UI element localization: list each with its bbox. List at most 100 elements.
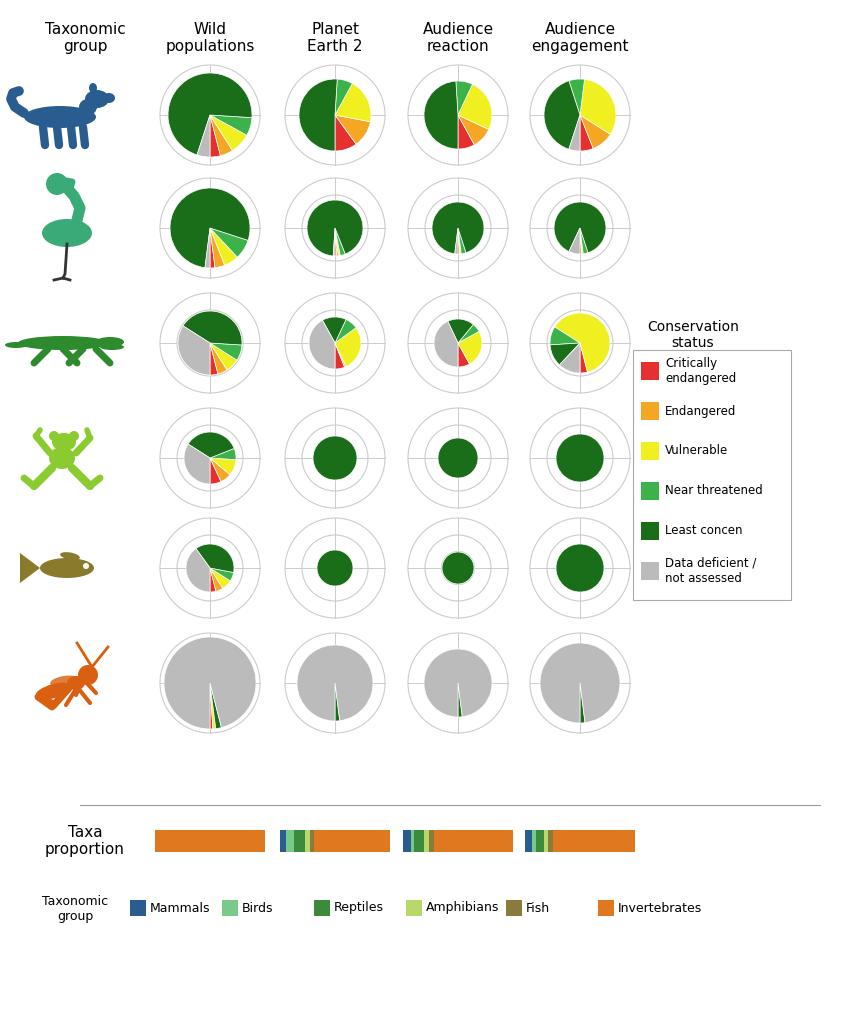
Wedge shape — [540, 643, 620, 723]
Ellipse shape — [52, 433, 76, 451]
Wedge shape — [210, 458, 230, 481]
Wedge shape — [196, 544, 234, 572]
Bar — [641, 442, 659, 460]
Wedge shape — [210, 458, 236, 474]
Wedge shape — [556, 544, 604, 592]
Wedge shape — [168, 73, 252, 155]
Wedge shape — [309, 321, 335, 369]
Text: Amphibians: Amphibians — [426, 901, 500, 914]
Bar — [155, 830, 265, 852]
Wedge shape — [456, 81, 472, 115]
Wedge shape — [580, 79, 616, 134]
Wedge shape — [335, 79, 352, 115]
Wedge shape — [210, 115, 220, 157]
Text: Conservation
status: Conservation status — [647, 319, 739, 350]
Bar — [280, 830, 286, 852]
Text: Taxa
proportion: Taxa proportion — [45, 825, 125, 857]
Wedge shape — [164, 637, 256, 729]
Wedge shape — [569, 115, 580, 151]
Bar — [286, 830, 294, 852]
Bar — [406, 900, 422, 916]
Text: Fish: Fish — [526, 901, 550, 914]
Bar — [525, 830, 532, 852]
Wedge shape — [186, 549, 210, 592]
Wedge shape — [455, 228, 458, 254]
Bar — [641, 522, 659, 540]
Wedge shape — [580, 115, 610, 148]
Wedge shape — [210, 115, 247, 151]
Ellipse shape — [67, 676, 85, 690]
Circle shape — [83, 563, 89, 569]
Bar — [552, 830, 635, 852]
Wedge shape — [432, 202, 484, 254]
Wedge shape — [210, 228, 215, 268]
Wedge shape — [178, 326, 210, 375]
Bar — [536, 830, 544, 852]
Bar — [414, 830, 424, 852]
Wedge shape — [442, 552, 474, 584]
Wedge shape — [335, 83, 371, 122]
Bar — [641, 562, 659, 580]
Wedge shape — [424, 81, 458, 150]
Wedge shape — [210, 449, 236, 460]
Wedge shape — [317, 550, 353, 586]
Wedge shape — [210, 683, 213, 729]
Wedge shape — [580, 228, 588, 254]
Text: Birds: Birds — [242, 901, 274, 914]
Wedge shape — [210, 683, 216, 729]
Wedge shape — [580, 228, 582, 254]
Bar — [306, 830, 310, 852]
Wedge shape — [205, 228, 210, 268]
Ellipse shape — [89, 83, 97, 93]
Text: Taxonomic
group: Taxonomic group — [45, 22, 125, 54]
Text: Vulnerable: Vulnerable — [665, 444, 728, 458]
Wedge shape — [458, 84, 492, 129]
Bar — [506, 900, 522, 916]
Circle shape — [69, 431, 79, 441]
Wedge shape — [299, 79, 337, 151]
Wedge shape — [210, 343, 237, 370]
Wedge shape — [458, 228, 466, 254]
Wedge shape — [197, 115, 210, 157]
Wedge shape — [424, 649, 492, 717]
Bar — [222, 900, 238, 916]
Bar — [641, 482, 659, 500]
Wedge shape — [183, 311, 242, 345]
Text: Endangered: Endangered — [665, 404, 736, 418]
Wedge shape — [210, 343, 227, 374]
Text: Least concen: Least concen — [665, 524, 742, 538]
Wedge shape — [210, 458, 221, 484]
Wedge shape — [210, 343, 242, 360]
Ellipse shape — [24, 106, 96, 128]
Wedge shape — [323, 317, 346, 343]
Wedge shape — [556, 434, 604, 482]
Ellipse shape — [85, 90, 109, 108]
Ellipse shape — [40, 558, 94, 578]
Ellipse shape — [50, 676, 78, 686]
Wedge shape — [458, 683, 463, 717]
Text: Data deficient /
not assessed: Data deficient / not assessed — [665, 557, 756, 585]
Wedge shape — [335, 683, 340, 721]
Wedge shape — [448, 319, 473, 343]
Bar — [411, 830, 414, 852]
Wedge shape — [550, 327, 580, 345]
Wedge shape — [210, 228, 224, 267]
Wedge shape — [210, 568, 230, 588]
Wedge shape — [555, 313, 610, 372]
Wedge shape — [188, 432, 234, 458]
Wedge shape — [170, 188, 250, 267]
Wedge shape — [559, 343, 580, 373]
Bar — [641, 362, 659, 380]
Ellipse shape — [103, 93, 115, 103]
Wedge shape — [335, 115, 370, 144]
Wedge shape — [458, 115, 488, 144]
Wedge shape — [458, 325, 479, 343]
Wedge shape — [458, 228, 461, 254]
Wedge shape — [335, 228, 337, 256]
Wedge shape — [580, 228, 583, 254]
Wedge shape — [335, 228, 340, 256]
Text: Mammals: Mammals — [150, 901, 211, 914]
Text: Wild
populations: Wild populations — [166, 22, 255, 54]
Bar — [532, 830, 536, 852]
Polygon shape — [20, 553, 40, 583]
